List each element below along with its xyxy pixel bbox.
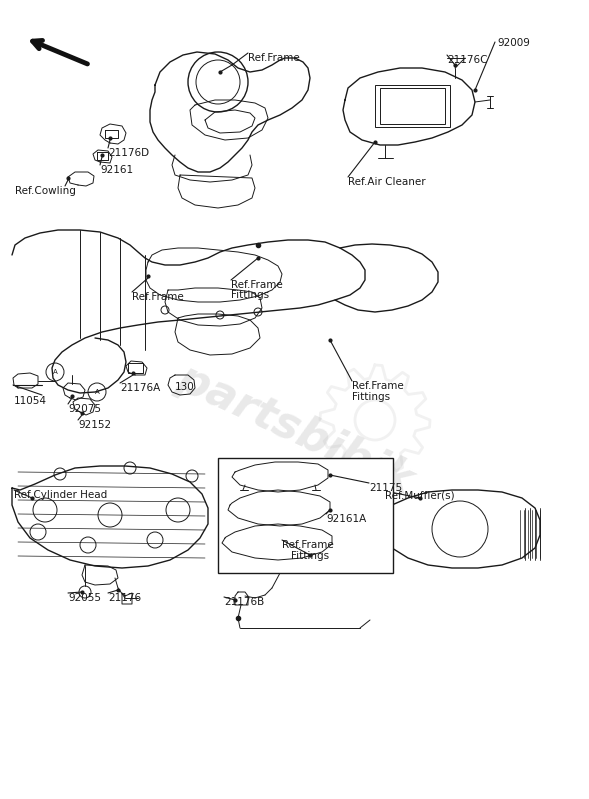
- Text: Ref.Frame: Ref.Frame: [132, 292, 184, 302]
- Text: A: A: [52, 369, 57, 375]
- Text: 130: 130: [175, 382, 195, 392]
- Text: Ref.Frame: Ref.Frame: [231, 280, 283, 290]
- Text: Ref.Air Cleaner: Ref.Air Cleaner: [348, 177, 426, 187]
- Bar: [218, 458, 393, 573]
- Text: 92161: 92161: [100, 165, 133, 175]
- Text: 21175: 21175: [369, 483, 402, 493]
- Text: partsbibik: partsbibik: [170, 356, 420, 503]
- Text: A: A: [95, 389, 100, 395]
- Text: Ref.Frame: Ref.Frame: [248, 53, 300, 63]
- Text: 92152: 92152: [78, 420, 111, 430]
- Text: Ref.Muffler(s): Ref.Muffler(s): [385, 491, 455, 501]
- Text: Fittings: Fittings: [291, 551, 329, 561]
- Text: Ref.Frame: Ref.Frame: [352, 381, 403, 391]
- Bar: [380, 88, 445, 124]
- Text: Fittings: Fittings: [231, 290, 269, 300]
- Text: Ref.Cylinder Head: Ref.Cylinder Head: [14, 490, 107, 500]
- Text: 21176B: 21176B: [224, 597, 264, 607]
- Text: Fittings: Fittings: [352, 392, 390, 402]
- Text: 21176C: 21176C: [447, 55, 488, 65]
- Text: 92075: 92075: [68, 404, 101, 414]
- Text: 11054: 11054: [14, 396, 47, 406]
- Text: 92055: 92055: [68, 593, 101, 603]
- Text: Ref.Cowling: Ref.Cowling: [15, 186, 76, 196]
- Text: 21176A: 21176A: [120, 383, 160, 393]
- Text: 21176D: 21176D: [108, 148, 149, 158]
- Text: Ref.Frame: Ref.Frame: [282, 540, 334, 550]
- Bar: [375, 85, 450, 127]
- Text: 92161A: 92161A: [326, 514, 366, 524]
- Text: 21176: 21176: [108, 593, 141, 603]
- Text: 92009: 92009: [497, 38, 530, 48]
